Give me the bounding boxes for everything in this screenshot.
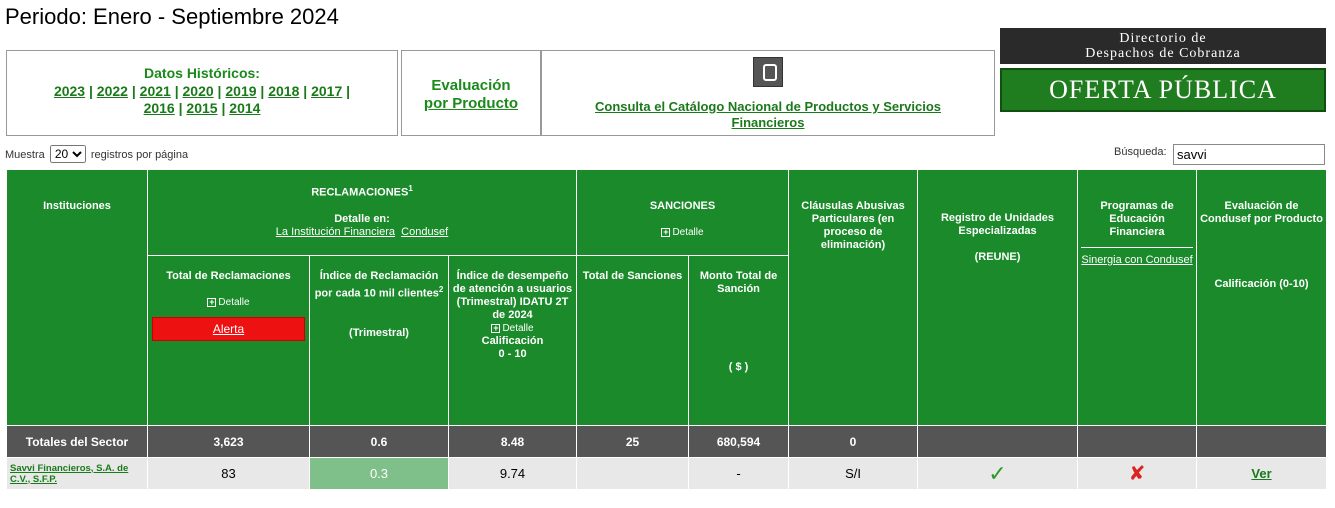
year-link[interactable]: 2019: [225, 83, 257, 99]
year-link[interactable]: 2016: [143, 100, 175, 116]
col-total-sanciones: Total de Sanciones: [576, 255, 690, 426]
alerta-button[interactable]: Alerta: [152, 317, 305, 341]
page-size-select[interactable]: 20: [49, 145, 86, 163]
col-evaluacion: Evaluación de Condusef por Producto Cali…: [1196, 169, 1328, 426]
year-link[interactable]: 2022: [96, 83, 128, 99]
plus-icon: +: [661, 227, 671, 237]
year-link[interactable]: 2021: [139, 83, 171, 99]
catalog-box: Consulta el Catálogo Nacional de Product…: [541, 50, 995, 136]
totals-cell: 25: [576, 425, 690, 458]
year-link[interactable]: 2018: [268, 83, 300, 99]
search-input[interactable]: [1173, 144, 1325, 165]
oferta-label: OFERTA PÚBLICA: [1049, 75, 1277, 104]
col-sanciones: SANCIONES + Detalle: [576, 169, 790, 256]
col-programas: Programas de Educación Financiera Sinerg…: [1077, 169, 1198, 426]
cell-clausulas: S/I: [788, 457, 919, 490]
cell-reune: ✓: [917, 457, 1079, 490]
year-link[interactable]: 2020: [182, 83, 214, 99]
muestra-label: Muestra: [5, 149, 45, 161]
year-link[interactable]: 2017: [311, 83, 343, 99]
totals-row: Totales del Sector 3,623 0.6 8.48 25 680…: [6, 425, 1328, 458]
totals-cell: 680,594: [688, 425, 790, 458]
page-title: Periodo: Enero - Septiembre 2024: [5, 4, 339, 29]
totals-cell: 8.48: [447, 425, 578, 458]
table-row: Savvi Financieros, S.A. de C.V., S.F.P. …: [6, 457, 1328, 490]
institution-cell: Savvi Financieros, S.A. de C.V., S.F.P.: [6, 457, 148, 490]
cell-total: 83: [147, 457, 310, 490]
eval-line1: Evaluación: [431, 77, 511, 94]
col-reclamaciones: RECLAMACIONES1 Detalle en: La Institució…: [146, 169, 578, 256]
totals-cell: [917, 425, 1079, 458]
col-monto: Monto Total de Sanción ( $ ): [688, 255, 790, 426]
registros-label: registros por página: [90, 149, 189, 161]
cell-monto: -: [688, 457, 790, 490]
totals-label: Totales del Sector: [6, 425, 148, 458]
search-label: Búsqueda:: [1114, 146, 1167, 158]
year-link[interactable]: 2014: [229, 100, 261, 116]
catalog-link[interactable]: Consulta el Catálogo Nacional de Product…: [594, 99, 942, 130]
eval-line2: por Producto: [423, 95, 519, 112]
institutions-table: Instituciones RECLAMACIONES1 Detalle en:…: [6, 169, 1328, 490]
cross-icon: ✘: [1128, 463, 1146, 485]
totals-cell: [1077, 425, 1198, 458]
totals-cell: 0.6: [309, 425, 449, 458]
check-icon: ✓: [988, 460, 1007, 486]
directorio-banner[interactable]: Directorio de Despachos de Cobranza: [1000, 28, 1326, 64]
ver-link[interactable]: Ver: [1251, 466, 1272, 481]
evaluation-by-product-link[interactable]: Evaluación por Producto: [401, 50, 541, 136]
totals-cell: 3,623: [147, 425, 310, 458]
year-link[interactable]: 2023: [53, 83, 86, 99]
plus-icon: +: [207, 297, 217, 307]
search-control: Búsqueda:: [1114, 144, 1325, 165]
directorio-line2: Despachos de Cobranza: [1085, 46, 1241, 61]
year-link[interactable]: 2015: [186, 100, 218, 116]
cell-sanciones: [576, 457, 690, 490]
col-clausulas: Cláusulas Abusivas Particulares (en proc…: [788, 169, 919, 426]
cell-programas: ✘: [1077, 457, 1198, 490]
link-sinergia[interactable]: Sinergia con Condusef: [1081, 254, 1193, 266]
idatu-detail-toggle[interactable]: + Detalle: [491, 323, 534, 334]
link-condusef[interactable]: Condusef: [401, 225, 449, 238]
col-idatu: Índice de desempeño de atención a usuari…: [447, 255, 578, 426]
page-size-control: Muestra 20 registros por página: [5, 145, 188, 163]
cell-evaluacion: Ver: [1196, 457, 1328, 490]
historical-title: Datos Históricos:: [144, 65, 260, 81]
oferta-publica-banner[interactable]: OFERTA PÚBLICA: [1000, 68, 1326, 112]
recl-detail-toggle[interactable]: + Detalle: [207, 297, 250, 308]
historical-years: 2023 | 2022 | 2021 | 2020 | 2019 | 2018 …: [53, 83, 351, 116]
directorio-line1: Directorio de: [1119, 31, 1207, 46]
link-institucion[interactable]: La Institución Financiera: [275, 225, 396, 238]
cell-indice: 0.3: [309, 457, 449, 490]
cell-idatu: 9.74: [447, 457, 578, 490]
institution-link[interactable]: Savvi Financieros, S.A. de C.V., S.F.P.: [10, 462, 129, 485]
book-icon: [753, 57, 783, 87]
col-total-reclamaciones: Total de Reclamaciones + Detalle Alerta: [147, 255, 310, 426]
plus-icon: +: [491, 323, 501, 333]
col-indice: Índice de Reclamación por cada 10 mil cl…: [309, 255, 449, 426]
historical-data-box: Datos Históricos: 2023 | 2022 | 2021 | 2…: [6, 50, 398, 136]
sanciones-detail-toggle[interactable]: + Detalle: [661, 227, 704, 238]
col-reune: Registro de Unidades Especializadas (REUN…: [917, 169, 1079, 426]
totals-cell: [1196, 425, 1328, 458]
col-instituciones: Instituciones: [6, 169, 148, 426]
totals-cell: 0: [788, 425, 919, 458]
